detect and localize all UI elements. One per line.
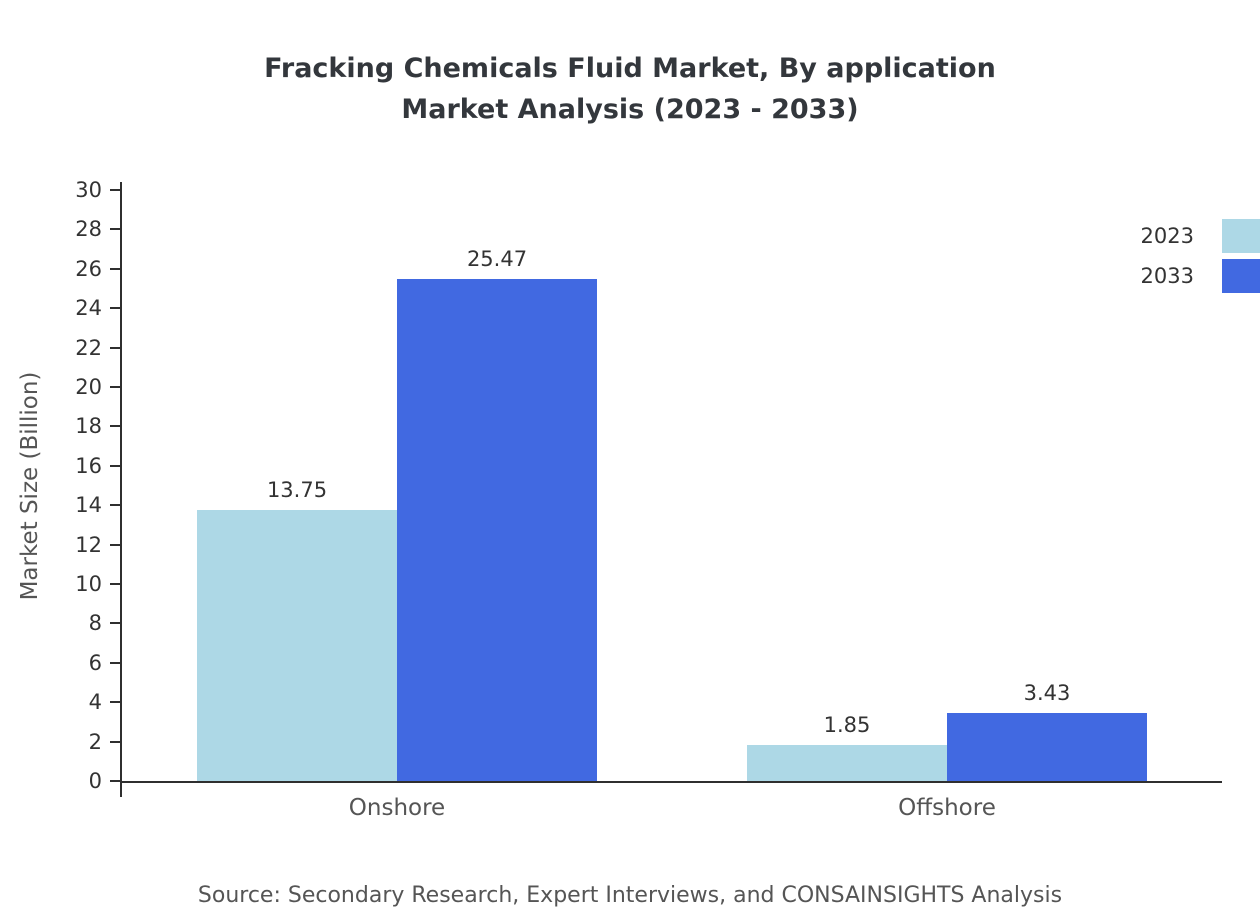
legend: 2023 2033 [1141,216,1260,296]
y-tick-mark [110,622,122,625]
y-axis-spur-top [120,182,122,190]
y-tick-label: 20 [75,375,102,399]
y-axis-title: Market Size (Billion) [17,371,43,600]
chart-title-line1: Fracking Chemicals Fluid Market, By appl… [264,53,996,84]
y-tick-label: 14 [75,493,102,518]
legend-swatch-2023 [1222,219,1260,253]
bar-onshore-2023 [197,510,397,781]
y-tick-label: 12 [75,532,102,557]
y-tick-label: 0 [88,769,102,793]
chart-title-line2: Market Analysis (2023 - 2033) [401,94,859,125]
bar-value-offshore-2023: 1.85 [823,712,871,737]
y-tick-mark [110,307,122,310]
y-tick-label: 24 [75,296,102,321]
y-tick-label: 26 [75,256,102,281]
y-tick-mark [110,386,122,388]
bar-value-offshore-2033: 3.43 [1023,681,1071,706]
y-tick-mark [110,267,122,270]
y-tick-mark [110,740,122,743]
bar-onshore-2033 [397,279,597,781]
y-tick-mark [110,583,122,585]
y-tick-label: 10 [75,572,102,596]
y-tick-label: 22 [75,335,102,360]
y-tick-mark [110,661,122,664]
bar-value-onshore-2023: 13.75 [266,478,328,503]
x-category-label-offshore: Offshore [898,795,996,821]
y-tick-label: 8 [88,611,102,636]
legend-label-2023: 2023 [1140,224,1194,248]
y-axis-title-wrap: Market Size (Billion) [8,190,52,781]
y-tick-mark [110,346,122,349]
y-tick-mark [110,543,122,546]
y-tick-mark [110,228,122,231]
y-tick-mark [110,701,122,704]
legend-item-2023: 2023 [1141,216,1260,256]
bar-offshore-2033 [947,713,1147,781]
chart-title: Fracking Chemicals Fluid Market, By appl… [0,48,1260,130]
bar-offshore-2023 [747,744,947,781]
y-tick-label: 30 [75,178,102,202]
y-axis-spur-bottom [120,783,122,797]
bar-value-onshore-2033: 25.47 [466,247,528,272]
y-tick-mark [110,425,122,428]
y-tick-mark [110,189,122,191]
legend-swatch-2033 [1222,259,1260,293]
plot-area: 0 2 4 6 8 10 12 14 16 18 20 22 24 26 28 30 13.75 1.85 25.4… [75,178,1222,821]
y-tick-mark [110,464,122,467]
x-category-label-onshore: Onshore [348,795,446,821]
legend-item-2033: 2033 [1141,256,1260,296]
y-tick-label: 18 [75,414,102,439]
y-tick-mark [110,780,122,782]
y-tick-label: 28 [75,217,102,242]
y-tick-label: 2 [88,729,102,754]
y-tick-label: 4 [88,690,102,715]
y-tick-mark [110,504,122,507]
y-tick-label: 16 [75,453,102,478]
legend-label-2033: 2033 [1140,264,1194,288]
source-note: Source: Secondary Research, Expert Inter… [197,883,1063,908]
y-tick-label: 6 [88,650,102,675]
